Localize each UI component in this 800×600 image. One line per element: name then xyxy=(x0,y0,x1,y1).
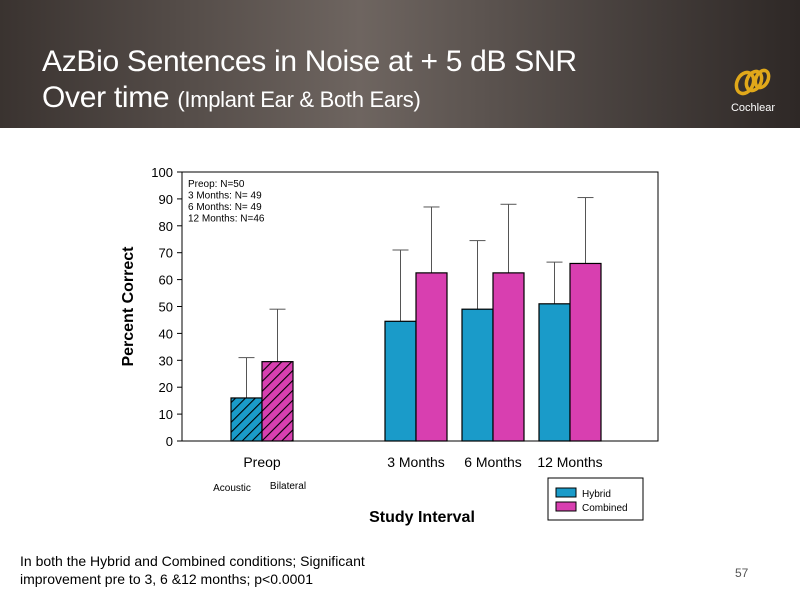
page-number: 57 xyxy=(735,566,749,580)
slide-header: AzBio Sentences in Noise at + 5 dB SNR O… xyxy=(0,0,800,128)
bar-chart: 0 10 20 30 40 50 60 70 80 90 100 Percent Correct Pre… xyxy=(120,165,659,526)
y-tick-label: 70 xyxy=(159,246,173,261)
preop-label-acoustic: Acoustic xyxy=(213,483,251,494)
title-line-1: AzBio Sentences in Noise at + 5 dB SNR xyxy=(42,45,577,78)
bar-hybrid xyxy=(384,320,417,442)
y-tick-label: 30 xyxy=(159,353,173,368)
footnote: In both the Hybrid and Combined conditio… xyxy=(20,552,365,588)
footnote-line-2: improvement pre to 3, 6 &12 months; p<0.… xyxy=(20,571,314,587)
bar-hybrid xyxy=(461,308,494,442)
legend-label: Hybrid xyxy=(582,489,611,500)
y-tick-label: 50 xyxy=(159,300,173,315)
y-tick-label: 80 xyxy=(159,219,173,234)
bar-combined xyxy=(261,361,294,442)
y-tick-label: 10 xyxy=(159,407,173,422)
x-tick-label: 12 Months xyxy=(537,454,602,470)
legend-box xyxy=(547,477,644,521)
slide-title: AzBio Sentences in Noise at + 5 dB SNR O… xyxy=(42,44,577,118)
title-line-2: Over time (Implant Ear & Both Ears) xyxy=(42,80,577,118)
title-line-2-main: Over time xyxy=(42,81,170,114)
sample-size-annotation: 3 Months: N= 49 xyxy=(188,191,262,202)
x-tick-label: Preop xyxy=(243,454,281,470)
cochlear-logo: Cochlear xyxy=(718,64,788,120)
y-tick-label: 0 xyxy=(166,434,173,449)
y-tick-label: 100 xyxy=(151,165,173,180)
y-tick-label: 90 xyxy=(159,192,173,207)
bar-combined xyxy=(415,272,448,442)
sample-size-annotation: Preop: N=50 xyxy=(188,179,245,190)
legend-swatch xyxy=(555,501,577,512)
bar-combined xyxy=(492,272,525,442)
cochlear-logo-icon xyxy=(734,68,771,96)
x-tick-label: 6 Months xyxy=(464,454,522,470)
legend-label: Combined xyxy=(582,503,628,514)
footnote-line-1: In both the Hybrid and Combined conditio… xyxy=(20,553,365,569)
y-tick-label: 40 xyxy=(159,326,173,341)
sample-size-annotation: 6 Months: N= 49 xyxy=(188,202,262,213)
bar-hybrid xyxy=(230,397,263,442)
legend-swatch xyxy=(555,487,577,498)
preop-label-bilateral: Bilateral xyxy=(270,481,306,492)
sample-size-annotation: 12 Months: N=46 xyxy=(188,214,265,225)
x-tick-label: 3 Months xyxy=(387,454,445,470)
logo-wordmark: Cochlear xyxy=(730,102,776,114)
title-line-2-sub: (Implant Ear & Both Ears) xyxy=(177,87,421,112)
x-axis-label: Study Interval xyxy=(369,509,475,526)
bar-hybrid xyxy=(538,303,571,442)
bar-combined xyxy=(569,262,602,442)
y-tick-label: 20 xyxy=(159,380,173,395)
y-axis-label: Percent Correct xyxy=(120,246,137,367)
y-tick-label: 60 xyxy=(159,273,173,288)
